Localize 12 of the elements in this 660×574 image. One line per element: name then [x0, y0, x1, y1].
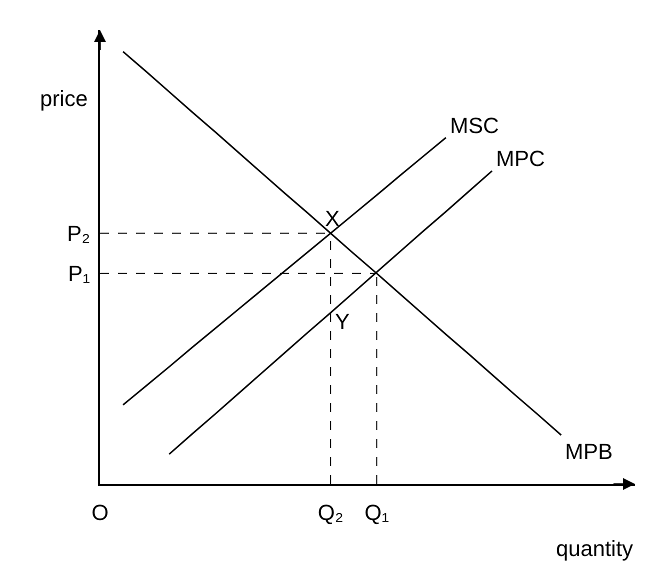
ref-line-label: P₂ [67, 221, 90, 246]
y-axis-title: price [40, 86, 88, 111]
annotation: Y [335, 309, 350, 334]
series-label: MPB [565, 439, 613, 464]
ref-line-label: P₁ [68, 261, 90, 286]
series-label: MSC [450, 113, 499, 138]
x-tick-label: Q₁ [364, 500, 389, 526]
annotation: X [325, 206, 340, 231]
x-tick-label: O [91, 500, 109, 526]
x-tick-label: Q₂ [318, 500, 344, 526]
x-axis-title: quantity [556, 536, 634, 561]
series-label: MPC [496, 146, 545, 171]
